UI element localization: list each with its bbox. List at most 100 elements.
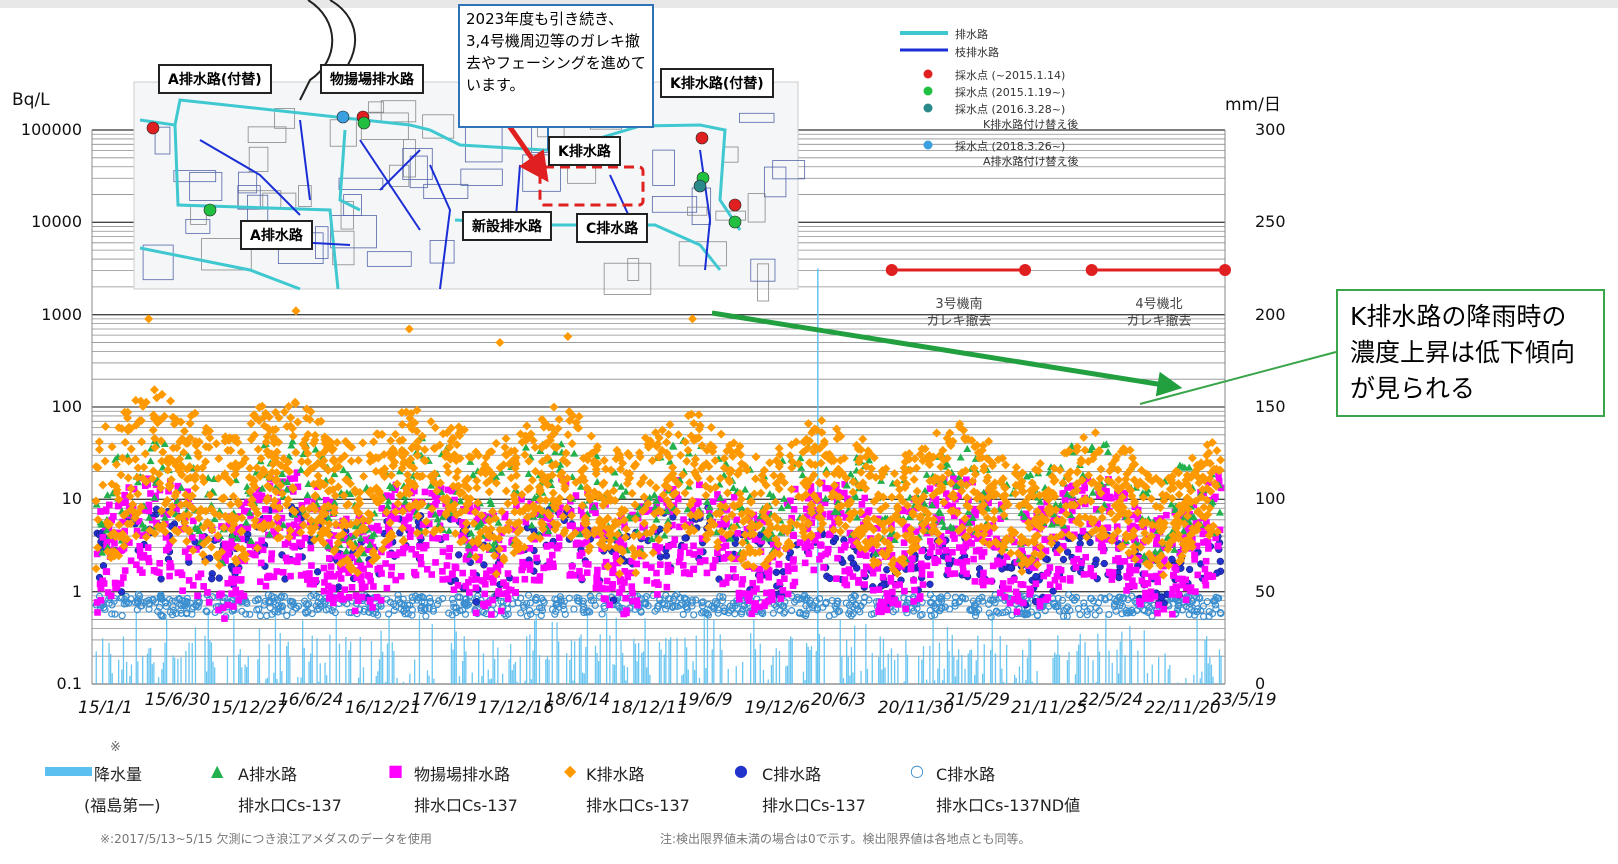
a-point	[853, 513, 862, 521]
butsu-point	[367, 577, 374, 585]
butsu-point	[1094, 520, 1101, 528]
butsu-point	[566, 572, 574, 579]
butsu-point	[102, 568, 110, 575]
butsu-point	[97, 580, 105, 588]
butsu-point	[627, 569, 635, 577]
butsu-point	[949, 548, 956, 556]
k-point	[386, 470, 396, 480]
butsu-point	[127, 557, 135, 565]
rain-bar	[983, 644, 985, 684]
k-point	[111, 482, 121, 492]
cnd-point	[1118, 610, 1126, 618]
butsu-point	[729, 565, 737, 573]
rain-bar	[194, 627, 197, 684]
butsu-point	[351, 607, 359, 615]
butsu-point	[1212, 534, 1219, 542]
k-point	[848, 477, 858, 487]
k-point	[176, 461, 186, 471]
rain-bar	[1079, 633, 1081, 684]
butsu-point	[926, 485, 934, 492]
butsu-point	[228, 590, 235, 597]
butsu-point	[1031, 564, 1039, 571]
butsu-point	[536, 573, 544, 580]
k-point	[131, 395, 141, 405]
k-point	[1006, 535, 1016, 545]
butsu-point	[652, 542, 659, 550]
rain-bar	[378, 659, 381, 684]
rain-bar	[1185, 678, 1187, 684]
butsu-point	[444, 486, 452, 494]
rain-bar	[670, 637, 672, 684]
rain-bar	[1118, 673, 1120, 684]
butsu-point	[373, 593, 381, 601]
cnd-point	[277, 594, 285, 602]
butsu-point	[322, 496, 330, 504]
k-point	[1082, 532, 1092, 542]
butsu-point	[824, 549, 832, 556]
rain-bar	[350, 641, 352, 684]
rain-bar	[497, 647, 499, 684]
butsu-point	[1126, 569, 1134, 577]
butsu-point	[928, 543, 936, 551]
butsu-point	[916, 593, 924, 600]
rain-bar	[1054, 652, 1056, 684]
k-point	[397, 523, 407, 533]
rain-bar	[324, 662, 326, 684]
butsu-point	[489, 596, 496, 604]
rain-bar	[881, 669, 883, 684]
k-point	[1158, 570, 1168, 580]
k-point	[280, 407, 290, 417]
butsu-point	[93, 599, 101, 606]
rain-bar	[1031, 681, 1033, 684]
butsu-point	[763, 589, 770, 597]
butsu-point	[497, 607, 505, 615]
cnd-point	[1110, 602, 1119, 611]
rain-bar	[191, 643, 193, 684]
rain-bar	[1055, 654, 1057, 684]
c-point	[1086, 538, 1094, 547]
butsu-point	[366, 598, 374, 605]
rain-bar	[849, 675, 851, 684]
butsu-point	[1141, 581, 1149, 588]
rain-bar	[719, 634, 721, 684]
rain-bar	[359, 637, 361, 684]
cnd-point	[690, 611, 698, 619]
butsu-point	[1182, 584, 1190, 592]
butsu-point	[690, 551, 698, 558]
a-point	[150, 493, 159, 501]
rain-bar	[991, 613, 993, 684]
butsu-point	[982, 577, 990, 585]
butsu-point	[1087, 564, 1095, 572]
butsu-point	[892, 581, 899, 589]
cnd-point	[433, 600, 442, 609]
rain-bar	[172, 655, 174, 684]
rain-bar	[535, 615, 537, 684]
butsu-point	[664, 561, 672, 569]
k-point	[1072, 446, 1082, 456]
butsu-point	[719, 543, 726, 551]
cnd-point	[1195, 593, 1203, 601]
cnd-point	[108, 610, 116, 618]
k-point	[668, 469, 678, 479]
cnd-point	[118, 612, 126, 620]
c-point	[1063, 548, 1072, 556]
rain-bar	[137, 661, 139, 684]
butsu-point	[1041, 536, 1049, 543]
butsu-point	[136, 566, 144, 574]
butsu-point	[734, 529, 741, 537]
cnd-point	[943, 592, 951, 600]
cnd-point	[540, 598, 548, 606]
butsu-point	[397, 572, 405, 580]
k-point	[1167, 493, 1177, 503]
rain-bar	[623, 665, 625, 684]
k-point	[912, 486, 922, 496]
butsu-point	[831, 518, 838, 526]
butsu-point	[980, 569, 987, 577]
k-point	[716, 429, 726, 439]
butsu-point	[1005, 585, 1012, 592]
butsu-point	[679, 562, 687, 569]
butsu-point	[1098, 538, 1105, 545]
rain-bar	[580, 634, 582, 684]
cnd-point	[1129, 609, 1137, 617]
rain-bar	[918, 656, 920, 684]
